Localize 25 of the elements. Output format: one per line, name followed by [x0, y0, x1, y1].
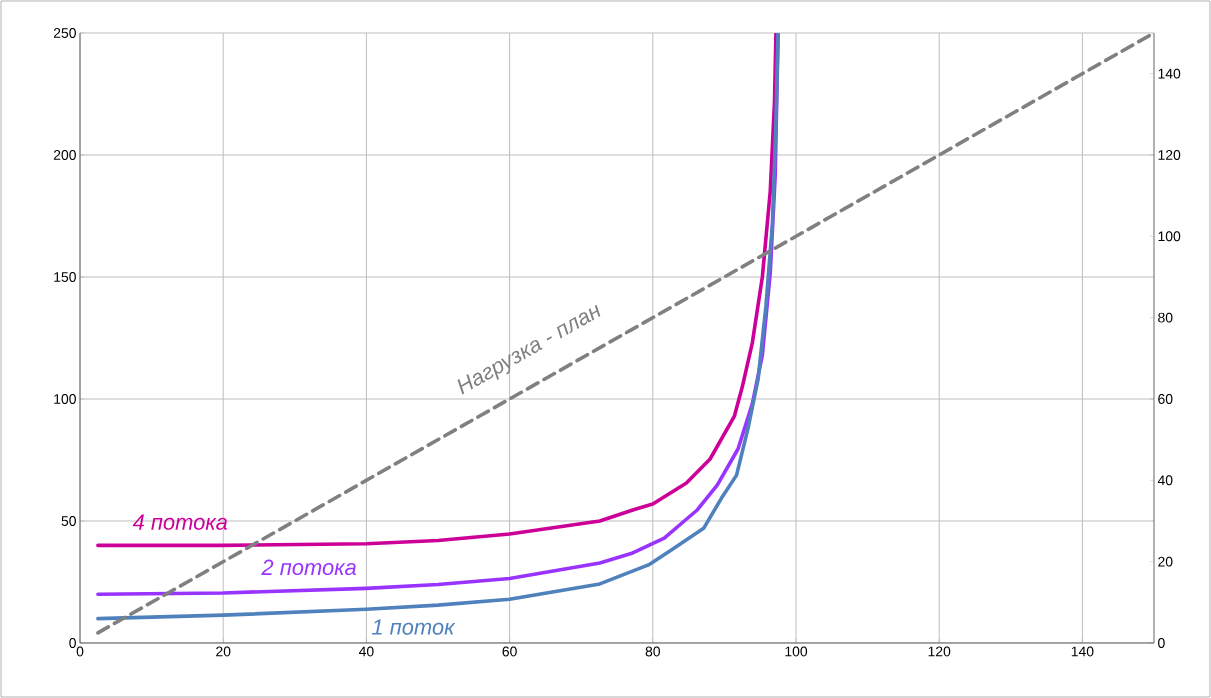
- x-tick-label: 140: [1071, 646, 1094, 657]
- x-tick-label: 60: [502, 646, 517, 657]
- y-tick-label: 150: [54, 272, 76, 282]
- y-tick-label: 200: [53, 150, 76, 160]
- y-tick-label: 50: [61, 516, 76, 526]
- series-label: 4 потока: [132, 514, 228, 530]
- y2-tick-label: 0: [1158, 638, 1165, 648]
- series-label: 2 потока: [261, 559, 356, 576]
- y-tick-label: 0: [69, 638, 76, 648]
- x-tick-label: 120: [928, 646, 951, 657]
- x-tick-label: 0: [76, 646, 84, 657]
- y2-tick-label: 20: [1158, 556, 1173, 567]
- x-tick-label: 80: [645, 646, 661, 657]
- x-tick-label: 20: [216, 646, 231, 657]
- y2-tick-label: 140: [1158, 68, 1181, 79]
- y-tick-label: 250: [53, 28, 76, 38]
- y2-tick-label: 60: [1158, 394, 1173, 404]
- series-label: 1 поток: [371, 619, 456, 635]
- y-tick-label: 100: [54, 394, 76, 404]
- y2-tick-label: 80: [1158, 312, 1173, 323]
- x-tick-label: 100: [785, 646, 808, 657]
- y2-tick-label: 100: [1158, 231, 1181, 242]
- x-tick-label: 40: [358, 646, 374, 657]
- y2-tick-label: 40: [1157, 475, 1173, 486]
- y2-tick-label: 120: [1158, 150, 1181, 160]
